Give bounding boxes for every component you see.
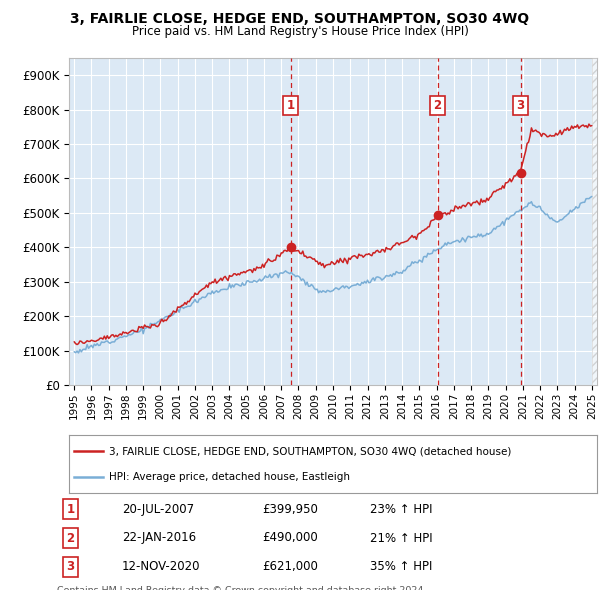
Text: 1: 1 [287,99,295,112]
Text: 21% ↑ HPI: 21% ↑ HPI [370,532,433,545]
Bar [592,58,597,385]
Text: 23% ↑ HPI: 23% ↑ HPI [370,503,433,516]
Text: 22-JAN-2016: 22-JAN-2016 [122,532,196,545]
Text: 2: 2 [434,99,442,112]
Text: Contains HM Land Registry data © Crown copyright and database right 2024.: Contains HM Land Registry data © Crown c… [57,586,427,590]
Text: 3: 3 [67,560,74,573]
Text: £621,000: £621,000 [262,560,318,573]
Text: Price paid vs. HM Land Registry's House Price Index (HPI): Price paid vs. HM Land Registry's House … [131,25,469,38]
Text: £490,000: £490,000 [262,532,318,545]
Text: 3: 3 [517,99,524,112]
Text: 1: 1 [67,503,74,516]
Text: HPI: Average price, detached house, Eastleigh: HPI: Average price, detached house, East… [109,473,350,483]
Text: 20-JUL-2007: 20-JUL-2007 [122,503,194,516]
Text: 2: 2 [67,532,74,545]
Text: £399,950: £399,950 [262,503,318,516]
Text: 12-NOV-2020: 12-NOV-2020 [122,560,200,573]
Text: 35% ↑ HPI: 35% ↑ HPI [370,560,433,573]
Text: 3, FAIRLIE CLOSE, HEDGE END, SOUTHAMPTON, SO30 4WQ: 3, FAIRLIE CLOSE, HEDGE END, SOUTHAMPTON… [70,12,530,26]
Text: 3, FAIRLIE CLOSE, HEDGE END, SOUTHAMPTON, SO30 4WQ (detached house): 3, FAIRLIE CLOSE, HEDGE END, SOUTHAMPTON… [109,446,511,456]
